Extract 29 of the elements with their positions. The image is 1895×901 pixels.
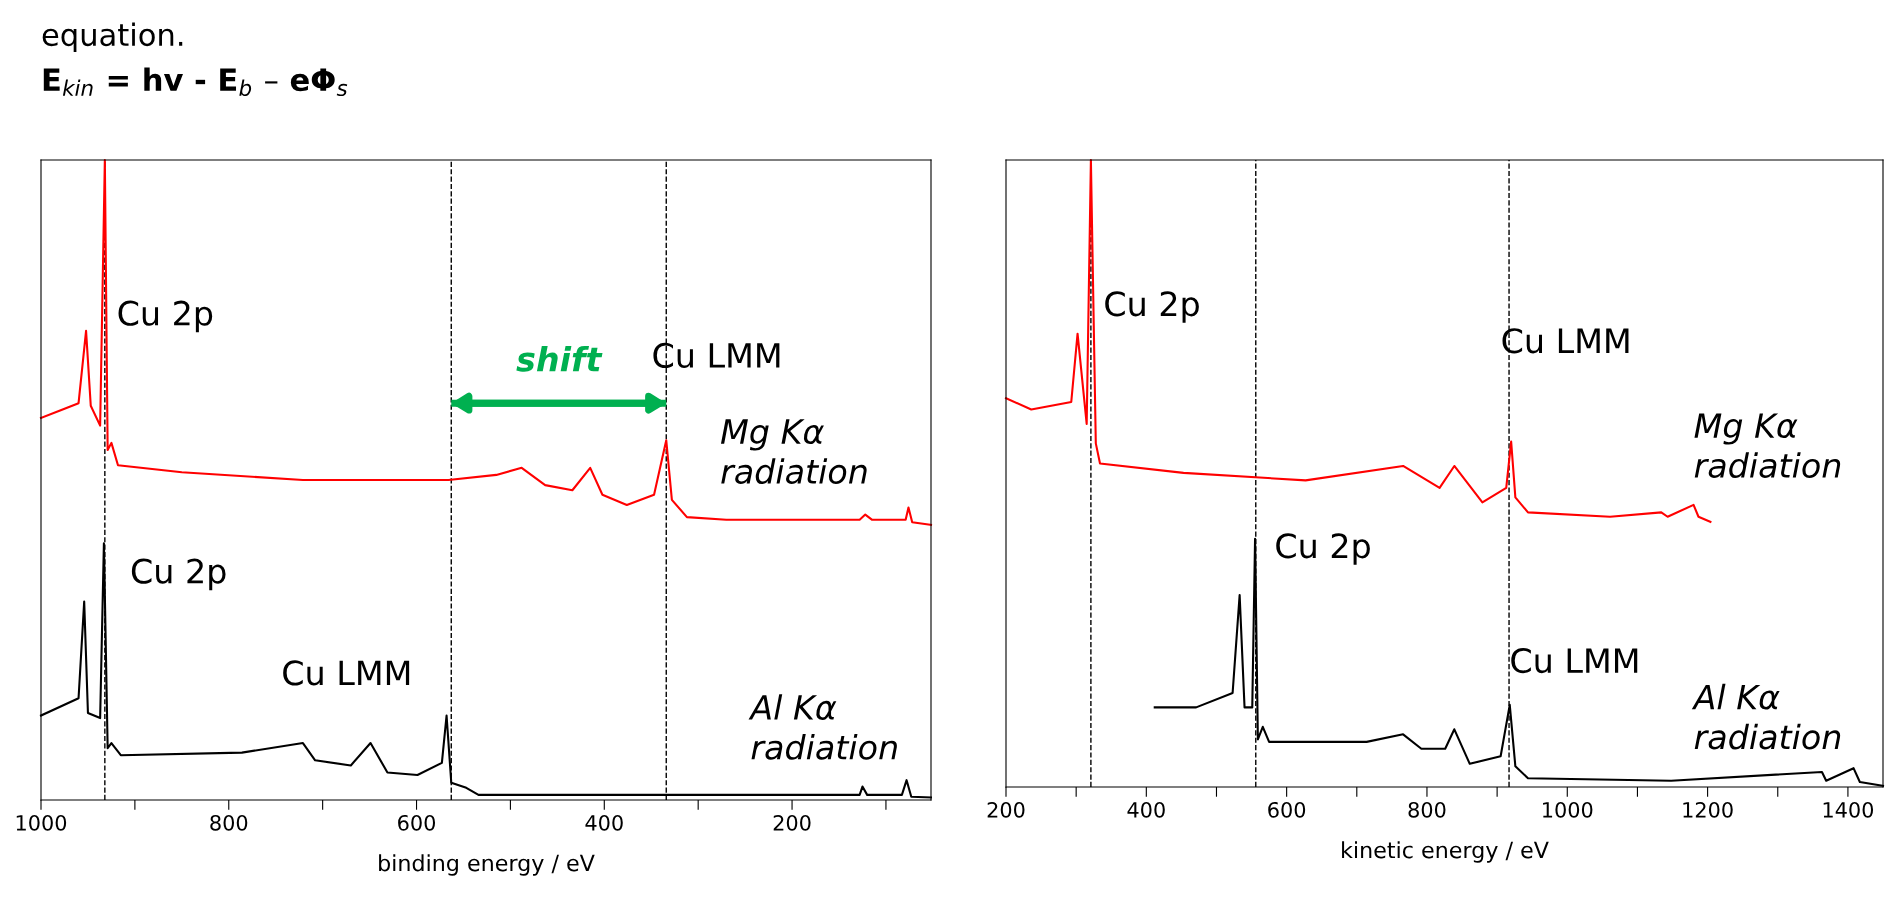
x-tick-label: 800	[210, 814, 248, 831]
x-tick-label: 400	[1127, 801, 1165, 818]
x-tick-label: 400	[585, 814, 623, 831]
annotation: Cu LMM	[283, 660, 410, 686]
x-axis-title: kinetic energy / eV	[1342, 841, 1549, 863]
x-tick-label: 1000	[1543, 801, 1593, 818]
x-tick-label: 600	[398, 814, 436, 831]
annotation: Cu LMM	[1502, 328, 1629, 354]
annotation: Al Kα radiation	[1691, 683, 1841, 750]
annotation: Mg Kα radiation	[720, 419, 867, 484]
annotation: Cu 2p	[131, 558, 226, 591]
annotation: Cu LMM	[1511, 647, 1638, 674]
x-tick-label: 1000	[16, 814, 67, 831]
annotation: Cu 2p	[1276, 533, 1370, 565]
x-tick-label: 1400	[1823, 801, 1874, 818]
annotation: Mg Kα radiation	[1694, 413, 1841, 479]
x-tick-label: 200	[773, 814, 811, 831]
x-axis-title: binding energy / eV	[379, 854, 595, 876]
chart-title: E$_{kin}$ = hv - E$_{b}$ – eΦ$_{s}$	[43, 67, 348, 97]
annotation: Cu LMM	[653, 342, 780, 369]
x-tick-label: 1200	[1683, 801, 1733, 818]
x-tick-label: 200	[987, 801, 1025, 818]
text: equation.	[42, 22, 183, 53]
annotation: Cu 2p	[1105, 291, 1199, 323]
series-label: shift	[516, 345, 603, 372]
annotation: Al Kα radiation	[748, 694, 897, 760]
x-tick-label: 800	[1408, 801, 1446, 818]
annotation: Cu 2p	[118, 300, 213, 333]
x-tick-label: 600	[1268, 801, 1306, 818]
